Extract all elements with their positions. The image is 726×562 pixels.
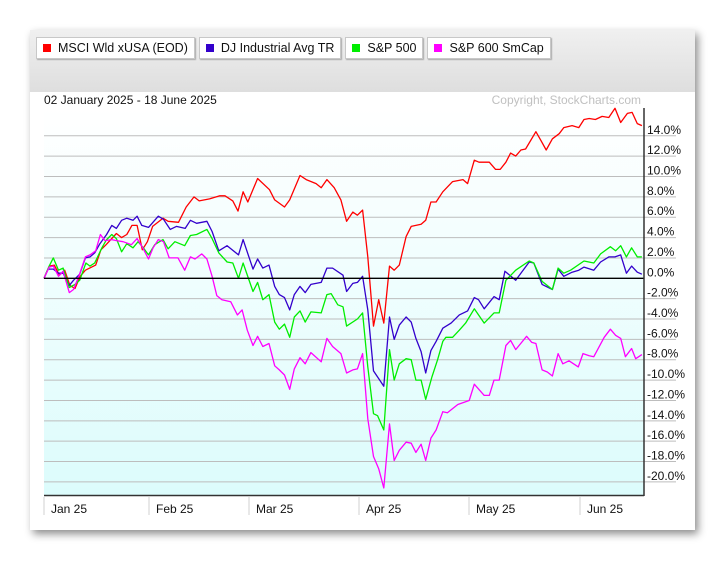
series-line-sp600 <box>43 233 643 489</box>
legend-item-sp500[interactable]: S&P 500 <box>345 37 424 59</box>
x-tick-label: Feb 25 <box>156 502 194 516</box>
y-tick-label: -14.0% <box>647 408 685 422</box>
legend-label: MSCI Wld xUSA (EOD) <box>58 41 188 55</box>
y-tick-label: 0.0% <box>647 265 675 279</box>
legend: MSCI Wld xUSA (EOD) DJ Industrial Avg TR… <box>36 37 551 59</box>
legend-item-msci[interactable]: MSCI Wld xUSA (EOD) <box>36 37 195 59</box>
y-tick-label: 14.0% <box>647 123 681 137</box>
legend-label: S&P 500 <box>367 41 417 55</box>
y-tick-label: -18.0% <box>647 449 685 463</box>
legend-label: DJ Industrial Avg TR <box>220 41 335 55</box>
plot-area <box>44 108 644 495</box>
y-tick-label: 2.0% <box>647 245 675 259</box>
y-tick-label: -16.0% <box>647 428 685 442</box>
y-tick-label: 6.0% <box>647 204 675 218</box>
legend-label: S&P 600 SmCap <box>449 41 544 55</box>
legend-bar: MSCI Wld xUSA (EOD) DJ Industrial Avg TR… <box>30 30 695 92</box>
y-tick-label: -6.0% <box>647 326 679 340</box>
y-tick-label: -4.0% <box>647 306 679 320</box>
y-tick-label: 10.0% <box>647 164 681 178</box>
x-tick-label: Jan 25 <box>51 502 87 516</box>
legend-item-sp600[interactable]: S&P 600 SmCap <box>427 37 551 59</box>
legend-item-dj[interactable]: DJ Industrial Avg TR <box>198 37 342 59</box>
y-tick-label: -8.0% <box>647 347 679 361</box>
x-tick-label: Apr 25 <box>366 502 402 516</box>
legend-swatch-msci <box>43 44 51 52</box>
y-tick-label: -20.0% <box>647 469 685 483</box>
x-tick-label: Jun 25 <box>587 502 623 516</box>
legend-swatch-sp600 <box>434 44 443 52</box>
legend-swatch-sp500 <box>352 44 361 52</box>
date-range: 02 January 2025 - 18 June 2025 <box>44 93 217 107</box>
y-tick-label: 4.0% <box>647 225 675 239</box>
x-tick-label: Mar 25 <box>256 502 294 516</box>
series-line-msci <box>43 107 643 327</box>
y-tick-label: 8.0% <box>647 184 675 198</box>
y-tick-label: -2.0% <box>647 286 679 300</box>
copyright: Copyright, StockCharts.com <box>491 93 641 107</box>
y-tick-label: -10.0% <box>647 367 685 381</box>
y-tick-label: -12.0% <box>647 387 685 401</box>
legend-swatch-dj <box>205 44 214 52</box>
y-tick-label: 12.0% <box>647 143 681 157</box>
x-tick-label: May 25 <box>476 502 516 516</box>
